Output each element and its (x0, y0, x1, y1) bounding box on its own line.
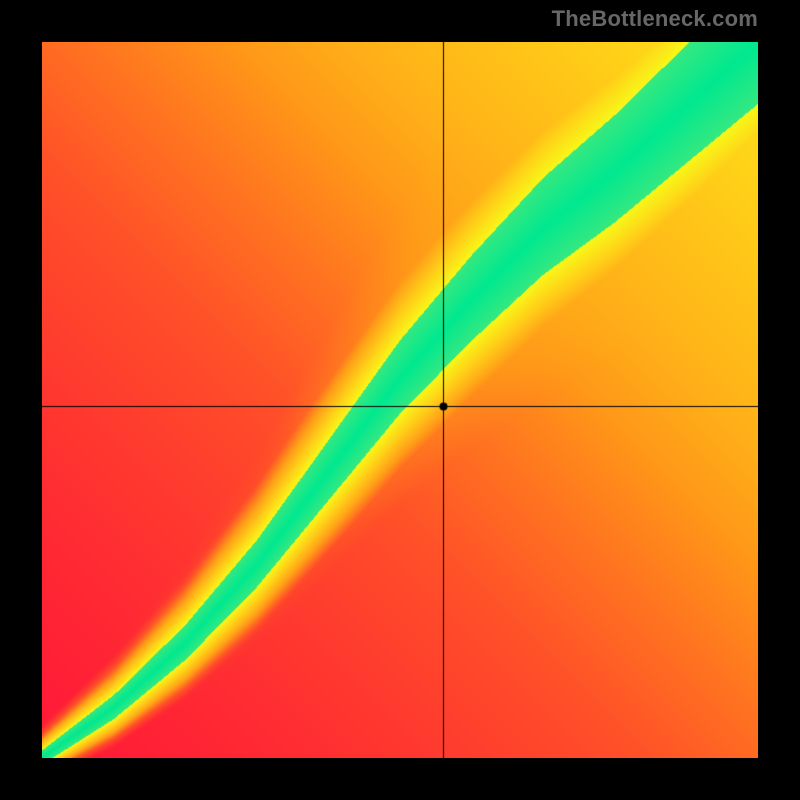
watermark-text: TheBottleneck.com (552, 6, 758, 32)
root-container: TheBottleneck.com (0, 0, 800, 800)
bottleneck-heatmap (42, 42, 758, 758)
